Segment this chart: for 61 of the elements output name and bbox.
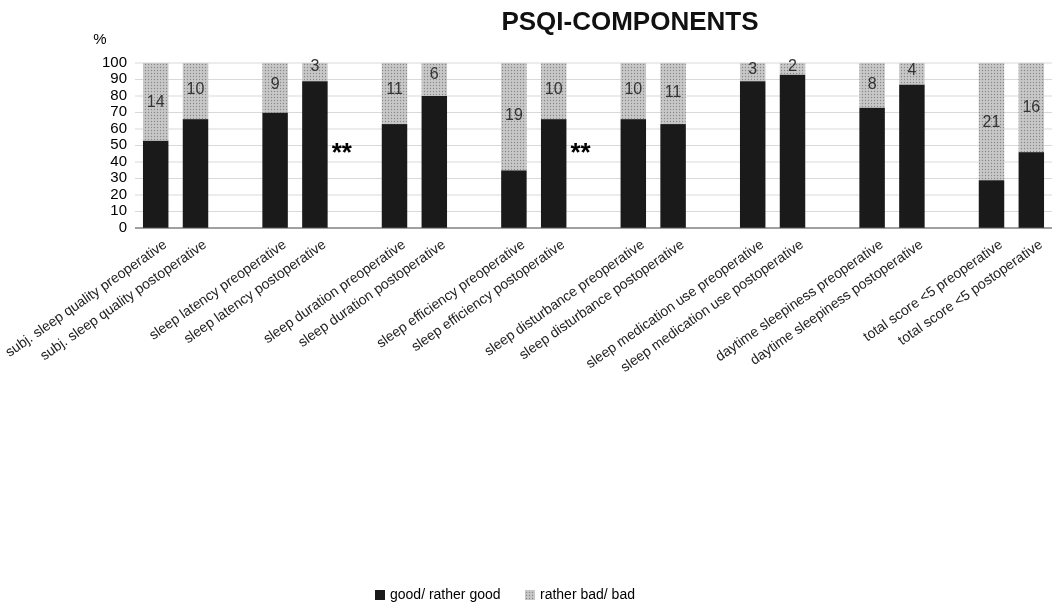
- y-tick-label: 80: [110, 85, 127, 103]
- annotation: 11: [386, 79, 403, 97]
- annotation: 3: [748, 59, 758, 77]
- bar: [620, 63, 647, 120]
- annotation: 10: [544, 79, 563, 97]
- bar: [779, 74, 806, 228]
- y-axis-title: %: [93, 30, 107, 47]
- bar: [381, 63, 408, 125]
- bar: [262, 112, 288, 228]
- annotation: 2: [788, 56, 798, 74]
- y-tick-label: 70: [110, 102, 127, 120]
- bar: [859, 107, 885, 228]
- bar: [182, 63, 209, 120]
- bar: [859, 63, 885, 108]
- annotation: 6: [429, 64, 439, 82]
- bar: [978, 180, 1005, 228]
- bar: [620, 119, 647, 228]
- bar: [182, 119, 209, 228]
- annotation: 8: [867, 74, 877, 92]
- y-tick-label: 40: [110, 151, 127, 169]
- annotation: 10: [624, 79, 643, 97]
- y-tick-label: 10: [110, 201, 127, 219]
- bar: [899, 84, 925, 228]
- annotation: 14: [146, 92, 165, 110]
- y-tick-label: 0: [118, 217, 127, 235]
- annotation: 10: [186, 79, 205, 97]
- annotation: **: [331, 136, 353, 167]
- bar: [540, 63, 567, 120]
- bar: [421, 63, 448, 96]
- y-tick-label: 100: [101, 52, 127, 70]
- bar: [142, 63, 169, 141]
- annotation: 4: [907, 61, 917, 79]
- bar: [660, 124, 686, 228]
- bar: [1018, 63, 1045, 153]
- bar: [421, 96, 448, 228]
- bar: [978, 63, 1005, 181]
- legend-label: rather bad/ bad: [540, 585, 635, 602]
- y-tick-label: 20: [110, 184, 127, 202]
- bar: [381, 124, 408, 228]
- y-tick-label: 90: [110, 69, 127, 87]
- bar: [1018, 152, 1045, 228]
- bar: [302, 81, 328, 228]
- annotation: 21: [982, 112, 1001, 130]
- y-tick-label: 50: [110, 135, 127, 153]
- bar: [540, 119, 567, 228]
- bar: [501, 170, 527, 228]
- annotation: 3: [310, 56, 320, 74]
- y-tick-label: 60: [110, 118, 127, 136]
- bar: [660, 63, 686, 125]
- annotation: **: [570, 136, 592, 167]
- bar: [739, 81, 766, 228]
- annotation: 11: [664, 82, 682, 100]
- legend-label: good/ rather good: [390, 585, 501, 602]
- bar: [262, 63, 288, 113]
- bar: [142, 140, 169, 228]
- y-tick-label: 30: [110, 168, 127, 186]
- annotation: 16: [1022, 97, 1041, 115]
- annotation: 19: [505, 106, 523, 124]
- chart-title: PSQI-COMPONENTS: [501, 6, 759, 36]
- bar: [501, 63, 527, 171]
- annotation: 9: [270, 74, 280, 92]
